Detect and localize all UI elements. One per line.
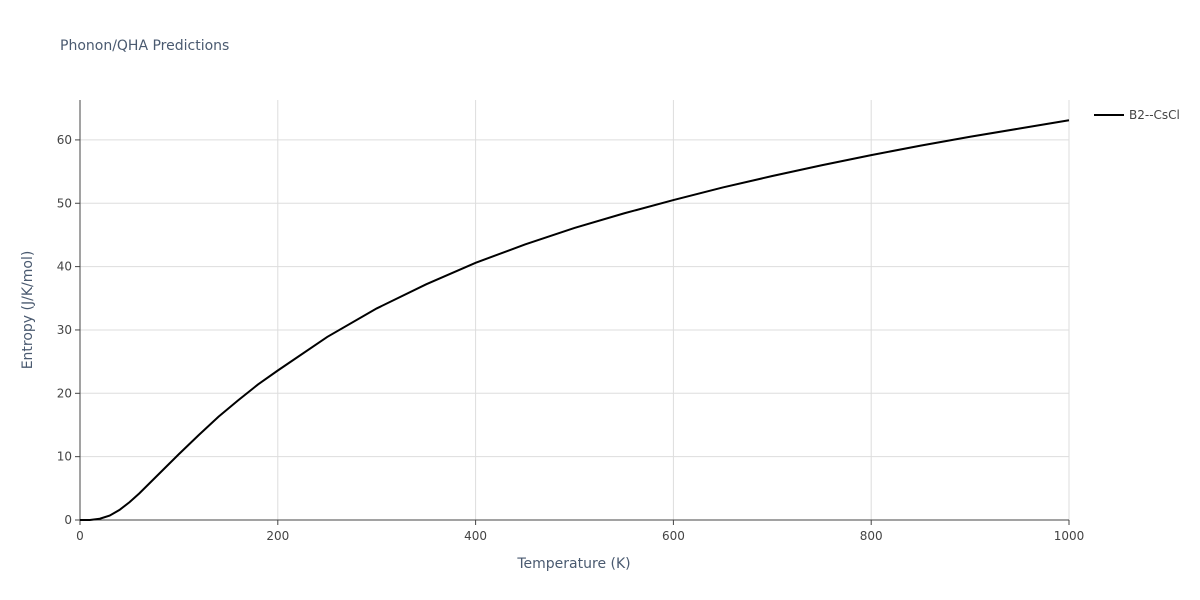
x-tick-label: 0: [76, 529, 84, 543]
y-tick-label: 60: [57, 133, 72, 147]
x-tick-label: 800: [860, 529, 883, 543]
y-tick-label: 50: [57, 196, 72, 210]
chart-title: Phonon/QHA Predictions: [60, 38, 229, 54]
y-tick-label: 0: [64, 513, 72, 527]
y-tick-label: 10: [57, 450, 72, 464]
y-axis-title: Entropy (J/K/mol): [20, 251, 36, 370]
y-tick-label: 20: [57, 386, 72, 400]
y-tick-label: 30: [57, 323, 72, 337]
x-tick-label: 400: [464, 529, 487, 543]
y-tick-label: 40: [57, 260, 72, 274]
data-line: [80, 119, 1070, 521]
x-tick-label: 600: [662, 529, 685, 543]
legend-label: B2--CsCl: [1129, 108, 1180, 122]
x-axis-title: Temperature (K): [516, 556, 630, 572]
x-tick-label: 200: [266, 529, 289, 543]
x-tick-label: 1000: [1054, 529, 1085, 543]
